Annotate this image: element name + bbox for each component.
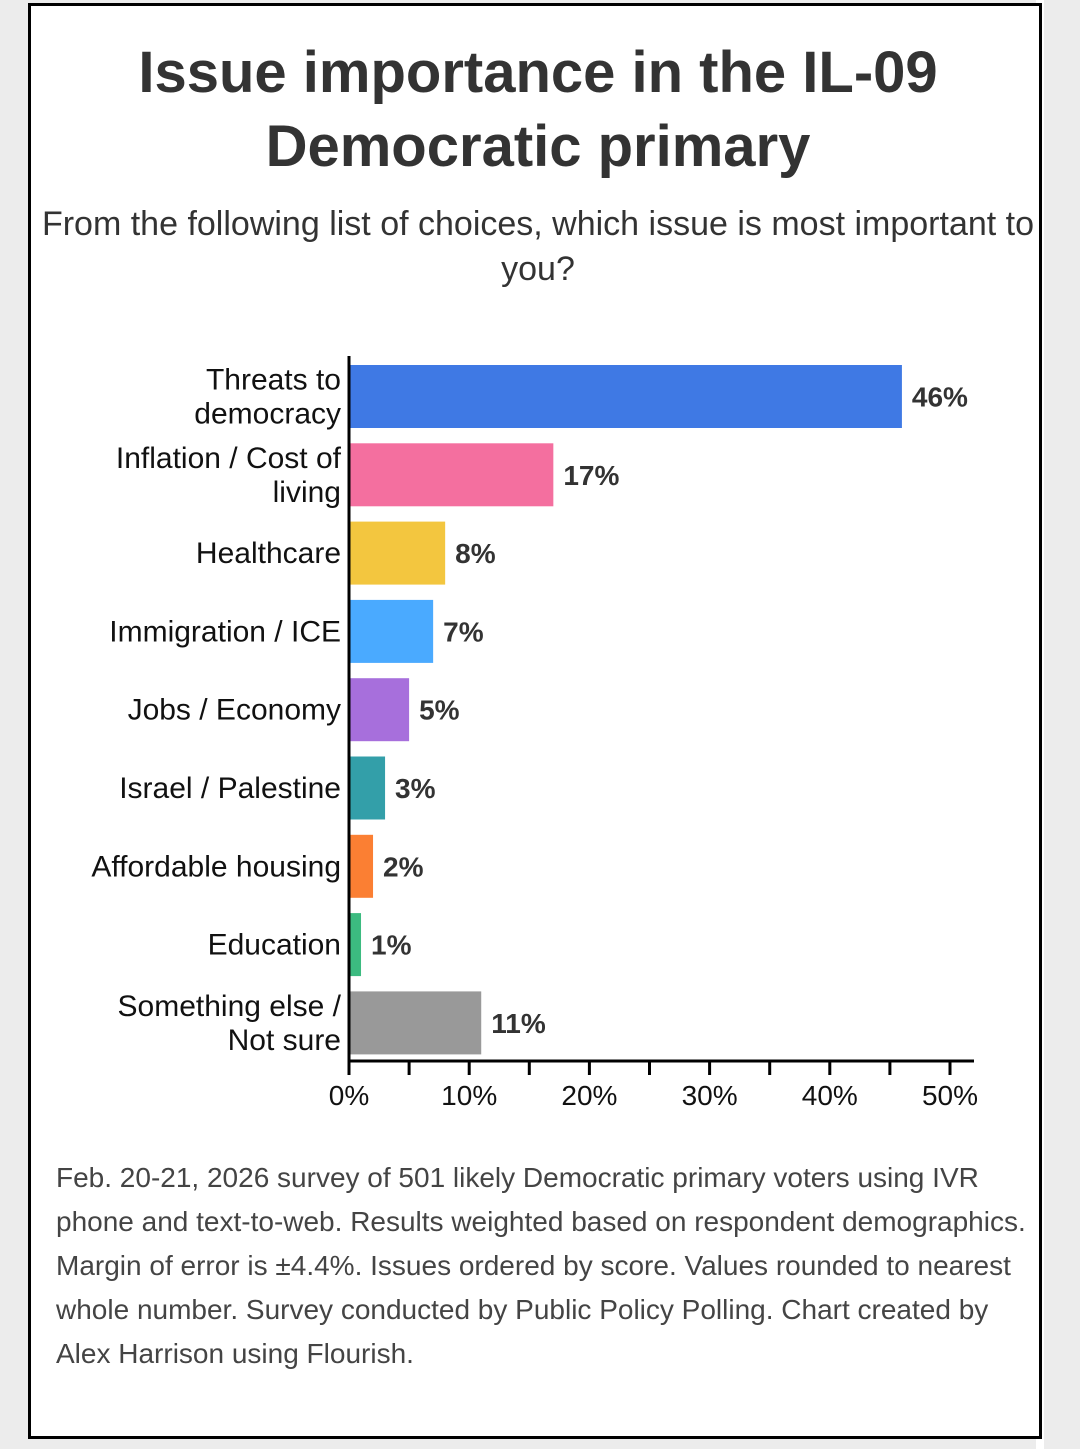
bar-value-label: 3% — [395, 773, 436, 804]
x-tick-label: 40% — [802, 1080, 858, 1111]
bar-value-label: 2% — [383, 851, 424, 882]
category-label: Healthcare — [196, 537, 341, 570]
chart-subtitle: From the following list of choices, whic… — [41, 205, 1035, 288]
x-tick-label: 0% — [329, 1080, 369, 1111]
bar-value-label: 46% — [912, 382, 968, 413]
x-tick-label: 50% — [922, 1080, 978, 1111]
bar — [349, 365, 902, 428]
category-label: Something else / — [118, 990, 342, 1023]
x-tick-label: 10% — [441, 1080, 497, 1111]
bar-value-label: 7% — [443, 616, 484, 647]
category-label: democracy — [194, 398, 341, 431]
category-label: Immigration / ICE — [109, 615, 341, 648]
bar — [349, 599, 434, 663]
bar-value-label: 8% — [455, 538, 496, 569]
bar — [349, 991, 482, 1055]
chart-card: Issue importance in the IL-09 Democratic… — [28, 3, 1042, 1439]
bar — [349, 678, 410, 742]
bar-value-label: 17% — [563, 460, 619, 491]
category-label: Affordable housing — [91, 850, 341, 883]
bar — [349, 834, 374, 898]
bar-value-label: 11% — [491, 1008, 546, 1039]
category-label: Education — [208, 929, 341, 962]
bar — [349, 443, 554, 507]
footnote: Feb. 20-21, 2026 survey of 501 likely De… — [56, 1162, 1026, 1369]
bar — [349, 756, 386, 820]
x-tick-label: 30% — [682, 1080, 738, 1111]
bar-value-label: 5% — [419, 695, 460, 726]
bar — [349, 521, 446, 585]
bar — [349, 913, 362, 977]
x-tick-label: 20% — [561, 1080, 617, 1111]
category-label: living — [273, 476, 341, 509]
category-label: Not sure — [228, 1024, 341, 1057]
category-label: Threats to — [206, 364, 341, 397]
category-label: Inflation / Cost of — [116, 442, 342, 475]
category-label: Israel / Palestine — [119, 772, 341, 805]
bar-value-label: 1% — [371, 930, 412, 961]
chart-title: Issue importance in the IL-09 Democratic… — [138, 40, 938, 179]
category-label: Jobs / Economy — [128, 694, 341, 727]
